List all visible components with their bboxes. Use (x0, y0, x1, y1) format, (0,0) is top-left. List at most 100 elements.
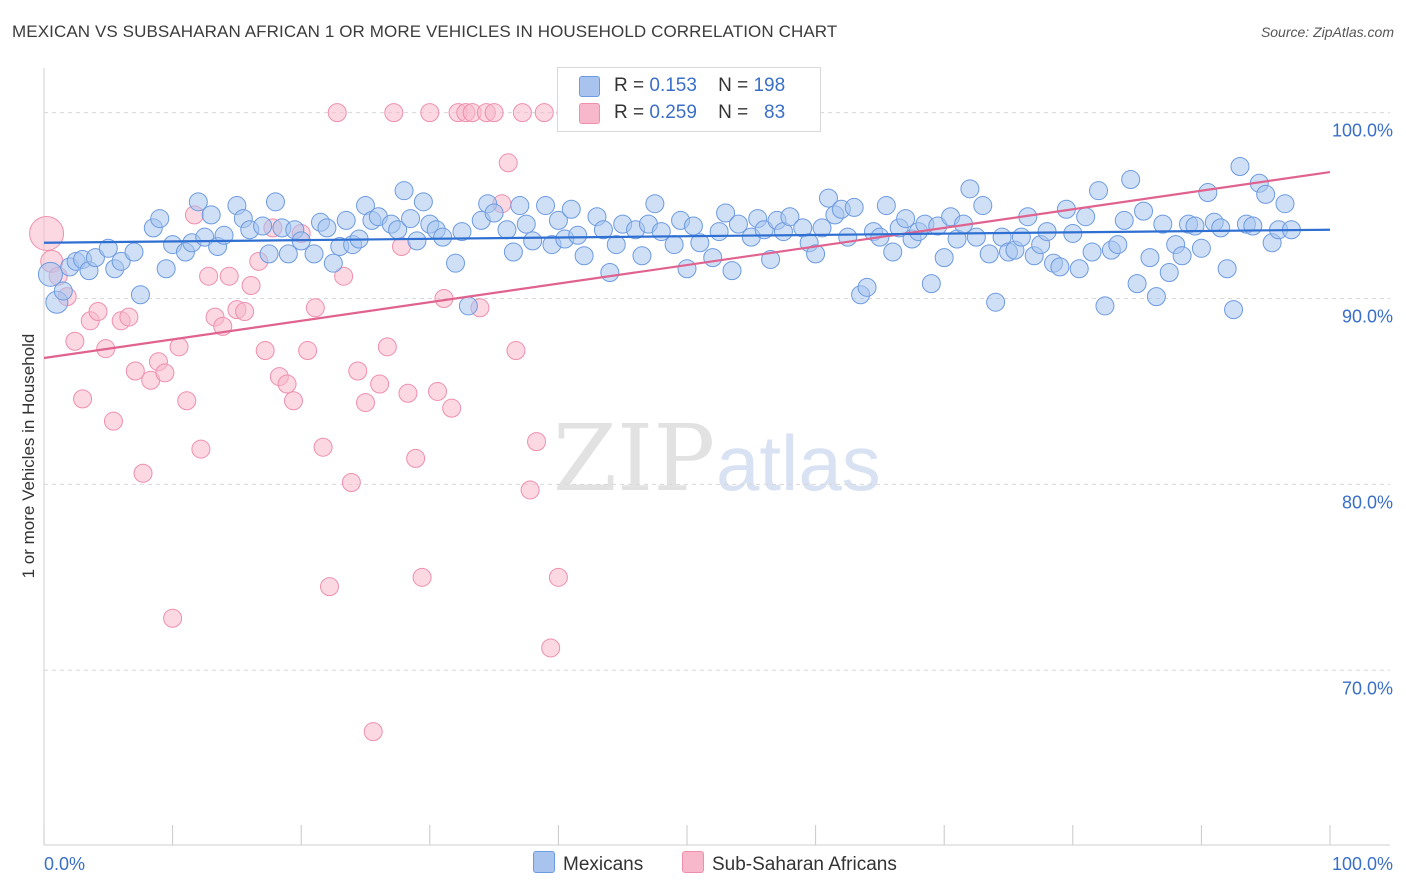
data-point (433, 227, 453, 247)
data-point (1108, 235, 1128, 255)
y-axis-label: 1 or more Vehicles in Household (19, 334, 38, 579)
data-point (561, 199, 581, 219)
data-point (506, 341, 526, 361)
data-point (413, 192, 433, 212)
data-point (428, 381, 448, 401)
data-point (536, 196, 556, 216)
y-tick-label: 70.0% (1342, 678, 1393, 698)
legend-r-value: 0.153 (649, 75, 697, 96)
watermark: ZIP atlas (553, 405, 881, 512)
data-point (523, 231, 543, 251)
watermark-zip: ZIP (553, 405, 715, 512)
data-point (265, 192, 285, 212)
bottom-legend-label: Sub-Saharan Africans (712, 854, 897, 875)
source-label: Source: ZipAtlas.com (1260, 24, 1394, 40)
data-point (85, 248, 105, 268)
data-point (527, 432, 547, 452)
data-point (130, 285, 150, 305)
legend-swatch-mexicans (579, 76, 600, 97)
x-tick-label: 100.0% (1332, 854, 1393, 874)
data-point (632, 246, 652, 266)
data-point (150, 209, 170, 229)
data-point (1114, 210, 1134, 230)
legend-r-label: R = (614, 102, 645, 123)
data-point (934, 248, 954, 268)
data-point (1256, 184, 1276, 204)
data-point (341, 473, 361, 493)
data-point (966, 227, 986, 247)
data-point (1153, 214, 1173, 234)
data-point (98, 238, 118, 258)
data-point (442, 398, 462, 418)
data-point (520, 480, 540, 500)
data-point (1191, 238, 1211, 258)
data-point (319, 577, 339, 597)
data-point (73, 389, 93, 409)
data-point (406, 448, 426, 468)
data-point (645, 194, 665, 214)
data-point (313, 437, 333, 457)
data-point (446, 253, 466, 273)
data-point (363, 722, 383, 742)
data-point (876, 196, 896, 216)
data-point (259, 244, 279, 264)
data-point (1275, 194, 1295, 214)
legend-r-label: R = (614, 75, 645, 96)
data-point (1211, 218, 1231, 238)
data-point (761, 249, 781, 269)
data-point (510, 196, 530, 216)
data-point (806, 244, 826, 264)
data-point (1050, 257, 1070, 277)
data-point (1198, 183, 1218, 203)
data-point (883, 242, 903, 262)
data-point (277, 374, 297, 394)
data-point (317, 218, 337, 238)
data-point (119, 307, 139, 327)
data-point (960, 179, 980, 199)
data-point (683, 216, 703, 236)
grid-lines (44, 112, 1390, 671)
trend-lines (43, 171, 1331, 360)
data-point (754, 220, 774, 240)
trend-line-mexicans (43, 228, 1331, 244)
data-point (201, 205, 221, 225)
data-point (548, 567, 568, 587)
data-point (452, 222, 472, 242)
data-point (1146, 287, 1166, 307)
y-tick-label: 80.0% (1342, 492, 1393, 512)
data-point (716, 203, 736, 223)
data-point (1172, 246, 1192, 266)
data-point (29, 215, 65, 251)
data-point (65, 331, 85, 351)
data-point (1089, 181, 1109, 201)
data-point (857, 277, 877, 297)
data-point (574, 246, 594, 266)
data-point (37, 261, 63, 287)
data-point (1095, 296, 1115, 316)
data-point (921, 274, 941, 294)
data-point (88, 302, 108, 322)
data-point (498, 153, 518, 173)
data-point (420, 103, 440, 123)
data-point (534, 103, 554, 123)
y-tick-label: 100.0% (1332, 121, 1393, 141)
data-point (973, 196, 993, 216)
data-point (896, 209, 916, 229)
data-point (124, 242, 144, 262)
data-point (394, 181, 414, 201)
data-point (407, 231, 427, 251)
data-point (241, 275, 261, 295)
data-point (334, 266, 354, 286)
x-tick-label: 0.0% (44, 854, 85, 874)
data-point (235, 302, 255, 322)
data-point (327, 103, 347, 123)
data-point (1011, 227, 1031, 247)
data-point (356, 393, 375, 413)
data-point (986, 292, 1006, 312)
data-point (125, 361, 145, 381)
data-point (780, 207, 800, 227)
data-point (484, 103, 504, 123)
data-point (53, 281, 73, 301)
data-point (305, 298, 325, 318)
watermark-atlas: atlas (716, 419, 881, 507)
